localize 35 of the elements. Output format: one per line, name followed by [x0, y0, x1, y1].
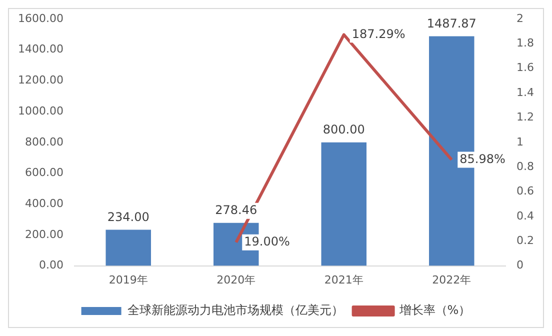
y2-tick-label: 0.2: [516, 234, 534, 247]
y-tick-label: 1200.00: [18, 74, 64, 87]
legend-label: 全球新能源动力电池市场规模（亿美元）: [127, 303, 344, 318]
bar: [106, 230, 151, 266]
y-tick-label: 800.00: [24, 135, 64, 148]
y2-tick-label: 1.4: [516, 86, 534, 99]
x-tick-label: 2019年: [108, 273, 148, 286]
data-label: 278.46: [215, 202, 258, 217]
data-label: 85.98%: [460, 152, 506, 166]
legend-label: 增长率（%）: [398, 303, 471, 318]
x-tick-label: 2020年: [216, 273, 256, 286]
y2-tick-label: 1.8: [516, 36, 534, 50]
y2-tick-label: 2: [516, 12, 524, 25]
y2-tick-label: 1.2: [516, 110, 534, 124]
y-tick-label: 400.00: [24, 196, 64, 210]
data-label: 234.00: [107, 210, 150, 224]
y-tick-label: 1000.00: [18, 104, 64, 118]
x-tick-label: 2022年: [432, 273, 472, 286]
y2-tick-label: 0.8: [516, 160, 534, 173]
y2-tick-label: 0.6: [516, 184, 534, 198]
data-label: 19.00%: [244, 234, 290, 248]
y2-tick-label: 1.6: [516, 61, 534, 74]
y-tick-label: 1400.00: [18, 42, 64, 56]
y2-tick-label: 0.4: [516, 209, 534, 222]
bar: [321, 142, 367, 266]
x-tick-label: 2021年: [324, 273, 364, 286]
y-tick-label: 600.00: [24, 166, 64, 180]
y2-tick-label: 0: [516, 258, 524, 272]
y-tick-label: 0.00: [38, 258, 64, 272]
y-tick-label: 1600.00: [18, 12, 64, 25]
data-label: 187.29%: [352, 26, 406, 41]
data-label: 800.00: [322, 122, 365, 137]
data-label: 1487.87: [426, 16, 476, 30]
y-tick-label: 200.00: [24, 228, 64, 241]
y2-tick-label: 1: [516, 135, 524, 148]
